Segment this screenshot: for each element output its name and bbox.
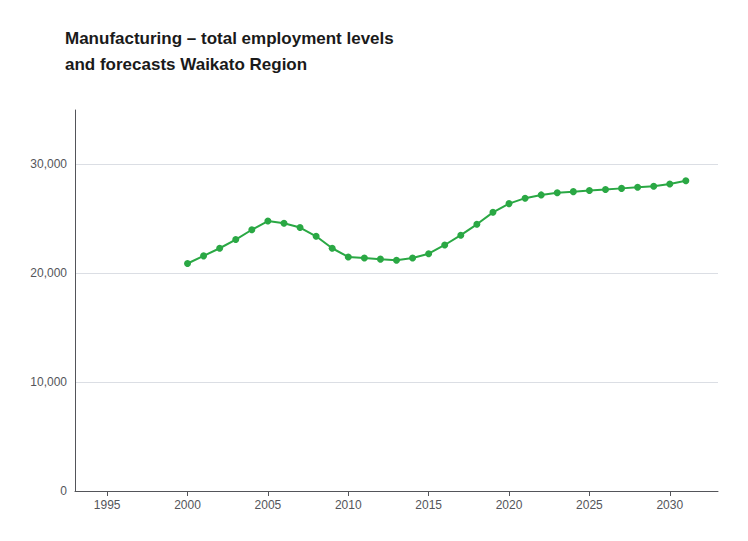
svg-text:2025: 2025 [576,498,603,512]
svg-text:2020: 2020 [496,498,523,512]
svg-text:and forecasts Waikato Region: and forecasts Waikato Region [65,55,307,74]
svg-text:2010: 2010 [335,498,362,512]
svg-text:2005: 2005 [255,498,282,512]
svg-text:2030: 2030 [656,498,683,512]
svg-text:2015: 2015 [415,498,442,512]
svg-text:0: 0 [60,484,67,498]
svg-text:30,000: 30,000 [30,157,67,171]
svg-text:Manufacturing – total employme: Manufacturing – total employment levels [65,29,394,48]
svg-text:2000: 2000 [174,498,201,512]
svg-text:10,000: 10,000 [30,375,67,389]
svg-text:1995: 1995 [94,498,121,512]
svg-text:20,000: 20,000 [30,266,67,280]
